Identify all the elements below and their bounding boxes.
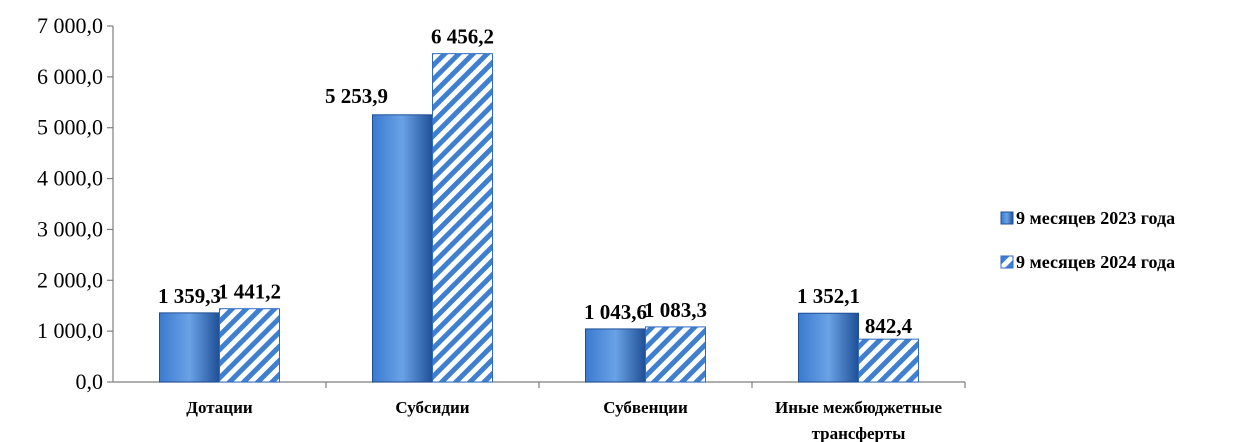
x-category-label: Субсидии bbox=[395, 398, 469, 417]
data-label: 1 043,6 bbox=[584, 300, 647, 324]
bar-series-2-0 bbox=[219, 308, 280, 383]
y-tick-label: 7 000,0 bbox=[37, 13, 103, 38]
legend-swatch-1 bbox=[1000, 211, 1014, 225]
y-tick-label: 0,0 bbox=[76, 369, 104, 394]
data-label: 842,4 bbox=[865, 314, 913, 338]
y-tick-label: 1 000,0 bbox=[37, 318, 103, 343]
y-tick-label: 3 000,0 bbox=[37, 216, 103, 241]
bar-series-2-2 bbox=[645, 326, 706, 383]
chart-bars bbox=[159, 53, 919, 383]
bar-series-1-1 bbox=[372, 114, 433, 383]
chart-axes: 0,0 1 000,0 2 000,0 3 000,0 4 000,0 5 000,0 6 … bbox=[37, 13, 966, 442]
bar-series-2-3 bbox=[858, 338, 919, 383]
x-category-label-line: трансферты bbox=[812, 424, 906, 442]
x-category-label: Иные межбюджетные трансферты bbox=[775, 398, 942, 442]
x-category-label: Субвенции bbox=[603, 398, 688, 417]
y-tick-label: 5 000,0 bbox=[37, 115, 103, 140]
data-label: 1 083,3 bbox=[644, 298, 707, 322]
data-label: 1 441,2 bbox=[218, 280, 281, 304]
chart-legend: 9 месяцев 2023 года 9 месяцев 2024 года bbox=[1000, 208, 1175, 272]
legend-label-1: 9 месяцев 2023 года bbox=[1016, 208, 1175, 228]
legend-label-2: 9 месяцев 2024 года bbox=[1016, 252, 1175, 272]
y-tick-label: 6 000,0 bbox=[37, 64, 103, 89]
y-tick-label: 4 000,0 bbox=[37, 166, 103, 191]
x-category-label-line: Иные межбюджетные bbox=[775, 398, 942, 417]
data-label: 1 352,1 bbox=[797, 284, 860, 308]
data-label: 1 359,3 bbox=[158, 284, 221, 308]
chart-labels: 1 359,31 441,2 5 253,9 6 456,2 1 043,61 083… bbox=[158, 25, 913, 339]
bar-series-1-3 bbox=[798, 312, 859, 383]
data-label: 5 253,9 bbox=[325, 84, 388, 108]
data-label: 6 456,2 bbox=[431, 25, 494, 49]
x-category-label: Дотации bbox=[186, 398, 253, 417]
bar-series-1-0 bbox=[159, 312, 220, 383]
legend-swatch-2 bbox=[1000, 255, 1014, 269]
bar-series-1-2 bbox=[585, 328, 646, 383]
y-tick-label: 2 000,0 bbox=[37, 267, 103, 292]
bar-series-2-1 bbox=[432, 53, 493, 383]
